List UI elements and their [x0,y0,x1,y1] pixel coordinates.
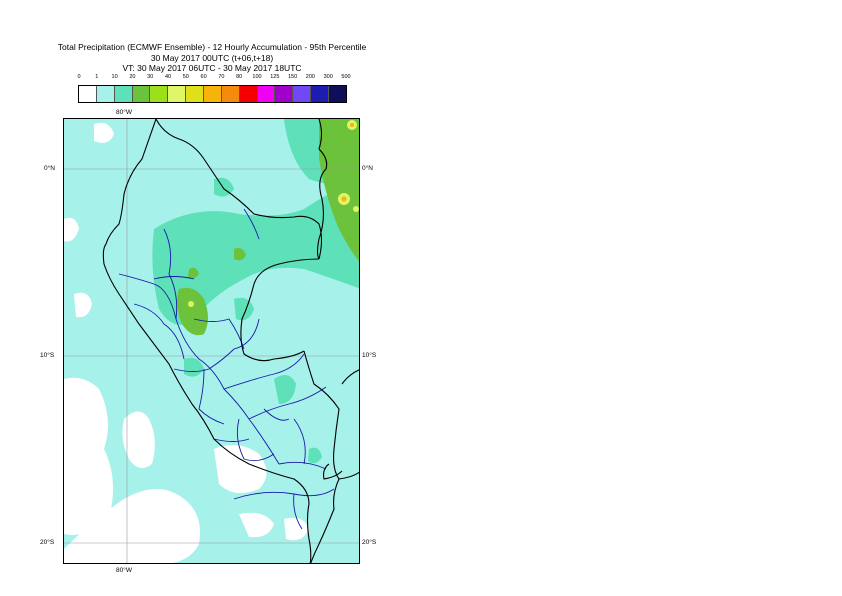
precipitation-map [63,118,360,564]
lat-label-right-10s: 10°S [362,352,377,359]
legend-labels: 0 1 10 20 30 40 50 60 70 80 100 125 150 200 300 500 [77,74,351,84]
legend-swatch [150,86,169,102]
legend-level-label: 0 [77,74,81,80]
legend-swatch [96,86,115,102]
lat-label-left-10s: 10°S [40,352,55,359]
rain-max-spots [341,123,354,202]
dry-patches [64,122,309,563]
title-line-1: Total Precipitation (ECMWF Ensemble) - 1… [57,42,367,52]
lon-label-bottom: 80°W [116,567,132,574]
map-title: Total Precipitation (ECMWF Ensemble) - 1… [0,42,424,74]
legend-swatch [311,86,330,102]
legend-bar [78,85,347,103]
legend-level-label: 20 [129,74,136,80]
legend-swatch [275,86,294,102]
legend-level-label: 500 [341,74,351,80]
map-canvas [64,119,359,563]
title-line-2: 30 May 2017 00UTC (t+06,t+18) [150,52,274,63]
lat-label-left-0: 0°N [44,165,55,172]
title-line-3: VT: 30 May 2017 06UTC - 30 May 2017 18UT… [122,63,302,73]
legend-level-label: 80 [236,74,243,80]
legend-level-label: 125 [270,74,280,80]
lat-label-left-20s: 20°S [40,539,55,546]
rain-heavy-areas [177,119,359,336]
legend-level-label: 200 [305,74,315,80]
legend-level-label: 50 [182,74,189,80]
legend-swatch [204,86,222,102]
legend-swatch [329,86,346,102]
legend-level-label: 1 [95,74,99,80]
legend-swatch [114,86,133,102]
region-borders [118,208,335,530]
lat-label-right-0: 0°N [362,165,373,172]
lon-label-top: 80°W [116,109,132,116]
color-legend: 0 1 10 20 30 40 50 60 70 80 100 125 150 200 300 500 [77,74,351,103]
legend-level-label: 300 [323,74,333,80]
graticule [64,119,359,563]
legend-swatch [221,86,240,102]
legend-level-label: 30 [147,74,154,80]
legend-level-label: 70 [218,74,225,80]
legend-swatch [168,86,187,102]
legend-swatch [79,86,97,102]
country-borders [102,119,359,563]
legend-swatch [132,86,151,102]
legend-swatch [239,86,258,102]
legend-swatch [186,86,205,102]
legend-level-label: 100 [252,74,262,80]
lat-label-right-20s: 20°S [362,539,377,546]
precip-base-field [64,119,359,563]
legend-level-label: 40 [164,74,172,80]
legend-level-label: 10 [111,74,118,80]
legend-swatch [293,86,312,102]
legend-level-label: 150 [288,74,298,80]
legend-swatch [257,86,276,102]
legend-level-label: 60 [200,74,207,80]
